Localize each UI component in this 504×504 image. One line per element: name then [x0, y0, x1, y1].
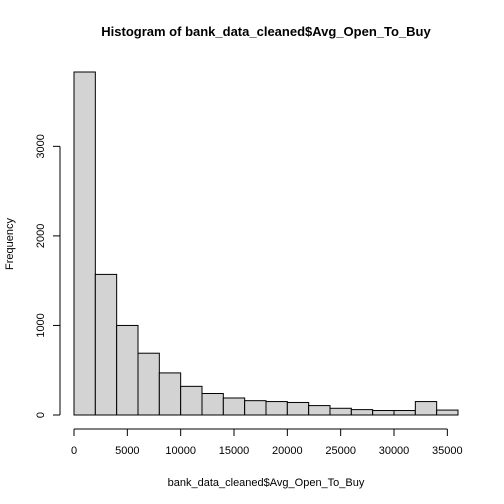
- x-tick-label: 0: [71, 445, 77, 457]
- x-tick-label: 10000: [165, 445, 196, 457]
- histogram-bar: [265, 401, 288, 416]
- x-tick-label: 30000: [379, 445, 410, 457]
- histogram-bar: [436, 409, 459, 416]
- histogram-bar: [329, 407, 352, 416]
- x-axis: 0 5000 10000 15000 20000 25000 30000 35000: [71, 428, 463, 457]
- bars-group: [73, 71, 459, 416]
- histogram-bar: [286, 401, 310, 416]
- histogram-bar: [158, 372, 182, 416]
- histogram-bar: [308, 405, 331, 416]
- y-tick-label: 1000: [35, 313, 47, 337]
- histogram-bar: [414, 401, 438, 416]
- y-axis: 0 1000 2000 3000: [35, 134, 61, 418]
- histogram-bar: [201, 393, 224, 416]
- y-tick-label: 0: [35, 412, 47, 418]
- y-tick-label: 3000: [35, 134, 47, 158]
- histogram-bar: [350, 409, 374, 416]
- x-tick-label: 25000: [325, 445, 356, 457]
- histogram-bar: [73, 71, 96, 416]
- x-tick-label: 15000: [219, 445, 250, 457]
- y-tick-label: 2000: [35, 224, 47, 248]
- histogram-bar: [222, 397, 246, 416]
- x-axis-label: bank_data_cleaned$Avg_Open_To_Buy: [168, 477, 365, 489]
- x-tick-label: 5000: [115, 445, 139, 457]
- x-tick-label: 35000: [432, 445, 463, 457]
- histogram-bar: [244, 400, 267, 416]
- y-axis-label: Frequency: [4, 218, 16, 270]
- histogram-bar: [372, 410, 395, 416]
- histogram-bar: [116, 324, 139, 416]
- x-tick-label: 20000: [272, 445, 303, 457]
- histogram-bar: [393, 410, 416, 416]
- histogram-bar: [94, 273, 118, 416]
- chart-title: Histogram of bank_data_cleaned$Avg_Open_…: [101, 24, 431, 39]
- histogram-bar: [137, 352, 160, 416]
- histogram-bar: [180, 385, 203, 416]
